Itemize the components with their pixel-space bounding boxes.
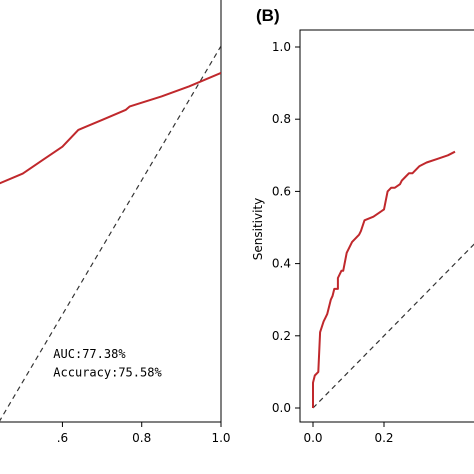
y-tick-label: 0.4	[272, 257, 291, 271]
x-tick-label: 0.0	[303, 431, 322, 445]
y-tick-label: 0.6	[272, 184, 291, 198]
x-tick-label: 1.0	[211, 431, 230, 445]
panel-b-reference-line	[312, 243, 474, 409]
y-tick-label: 1.0	[272, 40, 291, 54]
x-tick-label: .6	[57, 431, 68, 445]
panel-b-roc-curve	[312, 150, 456, 408]
panel-a-plot-frame	[0, 0, 222, 423]
panel-a-reference-line	[0, 45, 221, 422]
panel-b-y-axis-label: Sensitivity	[251, 198, 265, 260]
x-tick-label: 0.8	[132, 431, 151, 445]
panel-b: (B) 0.0 0.2 0.0 0.2 0.4 0.6 0.8 1.0 Sensitivit…	[251, 6, 474, 445]
panel-a: .6 0.8 1.0 AUC:77.38% Accuracy:75.58%	[0, 0, 231, 445]
y-tick-label: 0.0	[272, 401, 291, 415]
panel-b-plot-frame	[299, 29, 474, 423]
panel-a-x-axis: .6 0.8 1.0	[57, 422, 231, 445]
y-tick-label: 0.2	[272, 329, 291, 343]
x-tick-label: 0.2	[374, 431, 393, 445]
panel-b-label: (B)	[256, 6, 280, 25]
panel-a-roc-curve	[0, 71, 221, 185]
panel-b-y-axis: 0.0 0.2 0.4 0.6 0.8 1.0	[272, 40, 300, 415]
y-tick-label: 0.8	[272, 112, 291, 126]
annotation-text: Accuracy:75.58%	[53, 365, 162, 379]
annotation-text: AUC:77.38%	[53, 347, 126, 361]
panel-b-x-axis: 0.0 0.2	[303, 422, 394, 445]
panel-a-annotations: AUC:77.38% Accuracy:75.58%	[53, 347, 162, 379]
